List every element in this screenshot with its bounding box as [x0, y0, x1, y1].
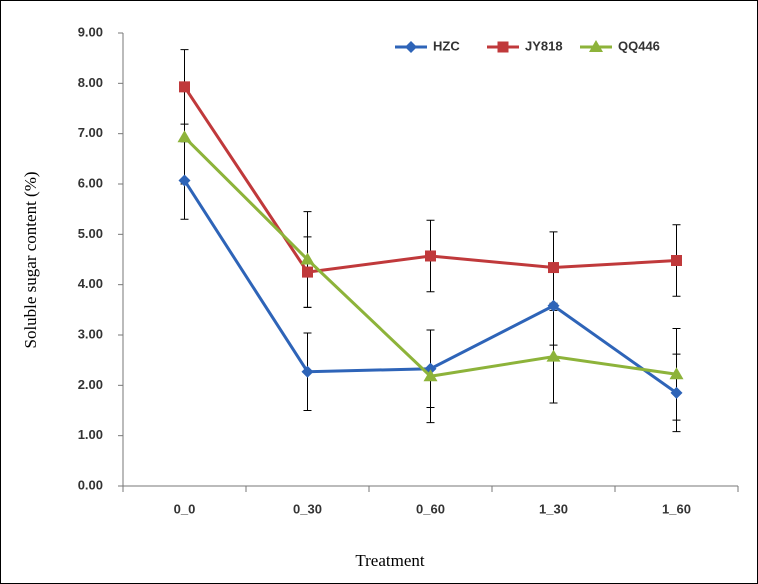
marker [423, 369, 438, 382]
y-tick-label: 5.00 [78, 226, 103, 241]
marker [300, 252, 315, 265]
x-axis-label: Treatment [355, 551, 425, 570]
marker [546, 349, 561, 362]
marker [405, 41, 417, 53]
y-axis-label: Soluble sugar content (%) [21, 171, 40, 348]
y-tick-label: 4.00 [78, 276, 103, 291]
y-tick-label: 7.00 [78, 125, 103, 140]
marker [179, 81, 190, 93]
marker [302, 266, 313, 278]
y-tick-label: 2.00 [78, 377, 103, 392]
y-tick-label: 0.00 [78, 477, 103, 492]
x-tick-label: 0_60 [416, 501, 445, 516]
legend-label: QQ446 [618, 38, 660, 53]
x-tick-label: 1_30 [539, 501, 568, 516]
y-tick-label: 9.00 [78, 24, 103, 39]
y-tick-label: 1.00 [78, 427, 103, 442]
legend-label: HZC [433, 38, 460, 53]
y-tick-label: 3.00 [78, 326, 103, 341]
marker [670, 386, 683, 399]
marker [547, 299, 560, 312]
x-tick-label: 1_60 [662, 501, 691, 516]
marker [671, 255, 682, 267]
legend-label: JY818 [525, 38, 563, 53]
marker [669, 367, 684, 380]
marker [589, 40, 603, 52]
marker [301, 365, 314, 378]
marker [177, 130, 192, 143]
y-tick-label: 6.00 [78, 175, 103, 190]
marker [548, 262, 559, 274]
x-tick-label: 0_0 [174, 501, 196, 516]
marker [178, 174, 191, 187]
x-tick-label: 0_30 [293, 501, 322, 516]
marker [425, 250, 436, 262]
marker [497, 41, 509, 53]
y-tick-label: 8.00 [78, 75, 103, 90]
